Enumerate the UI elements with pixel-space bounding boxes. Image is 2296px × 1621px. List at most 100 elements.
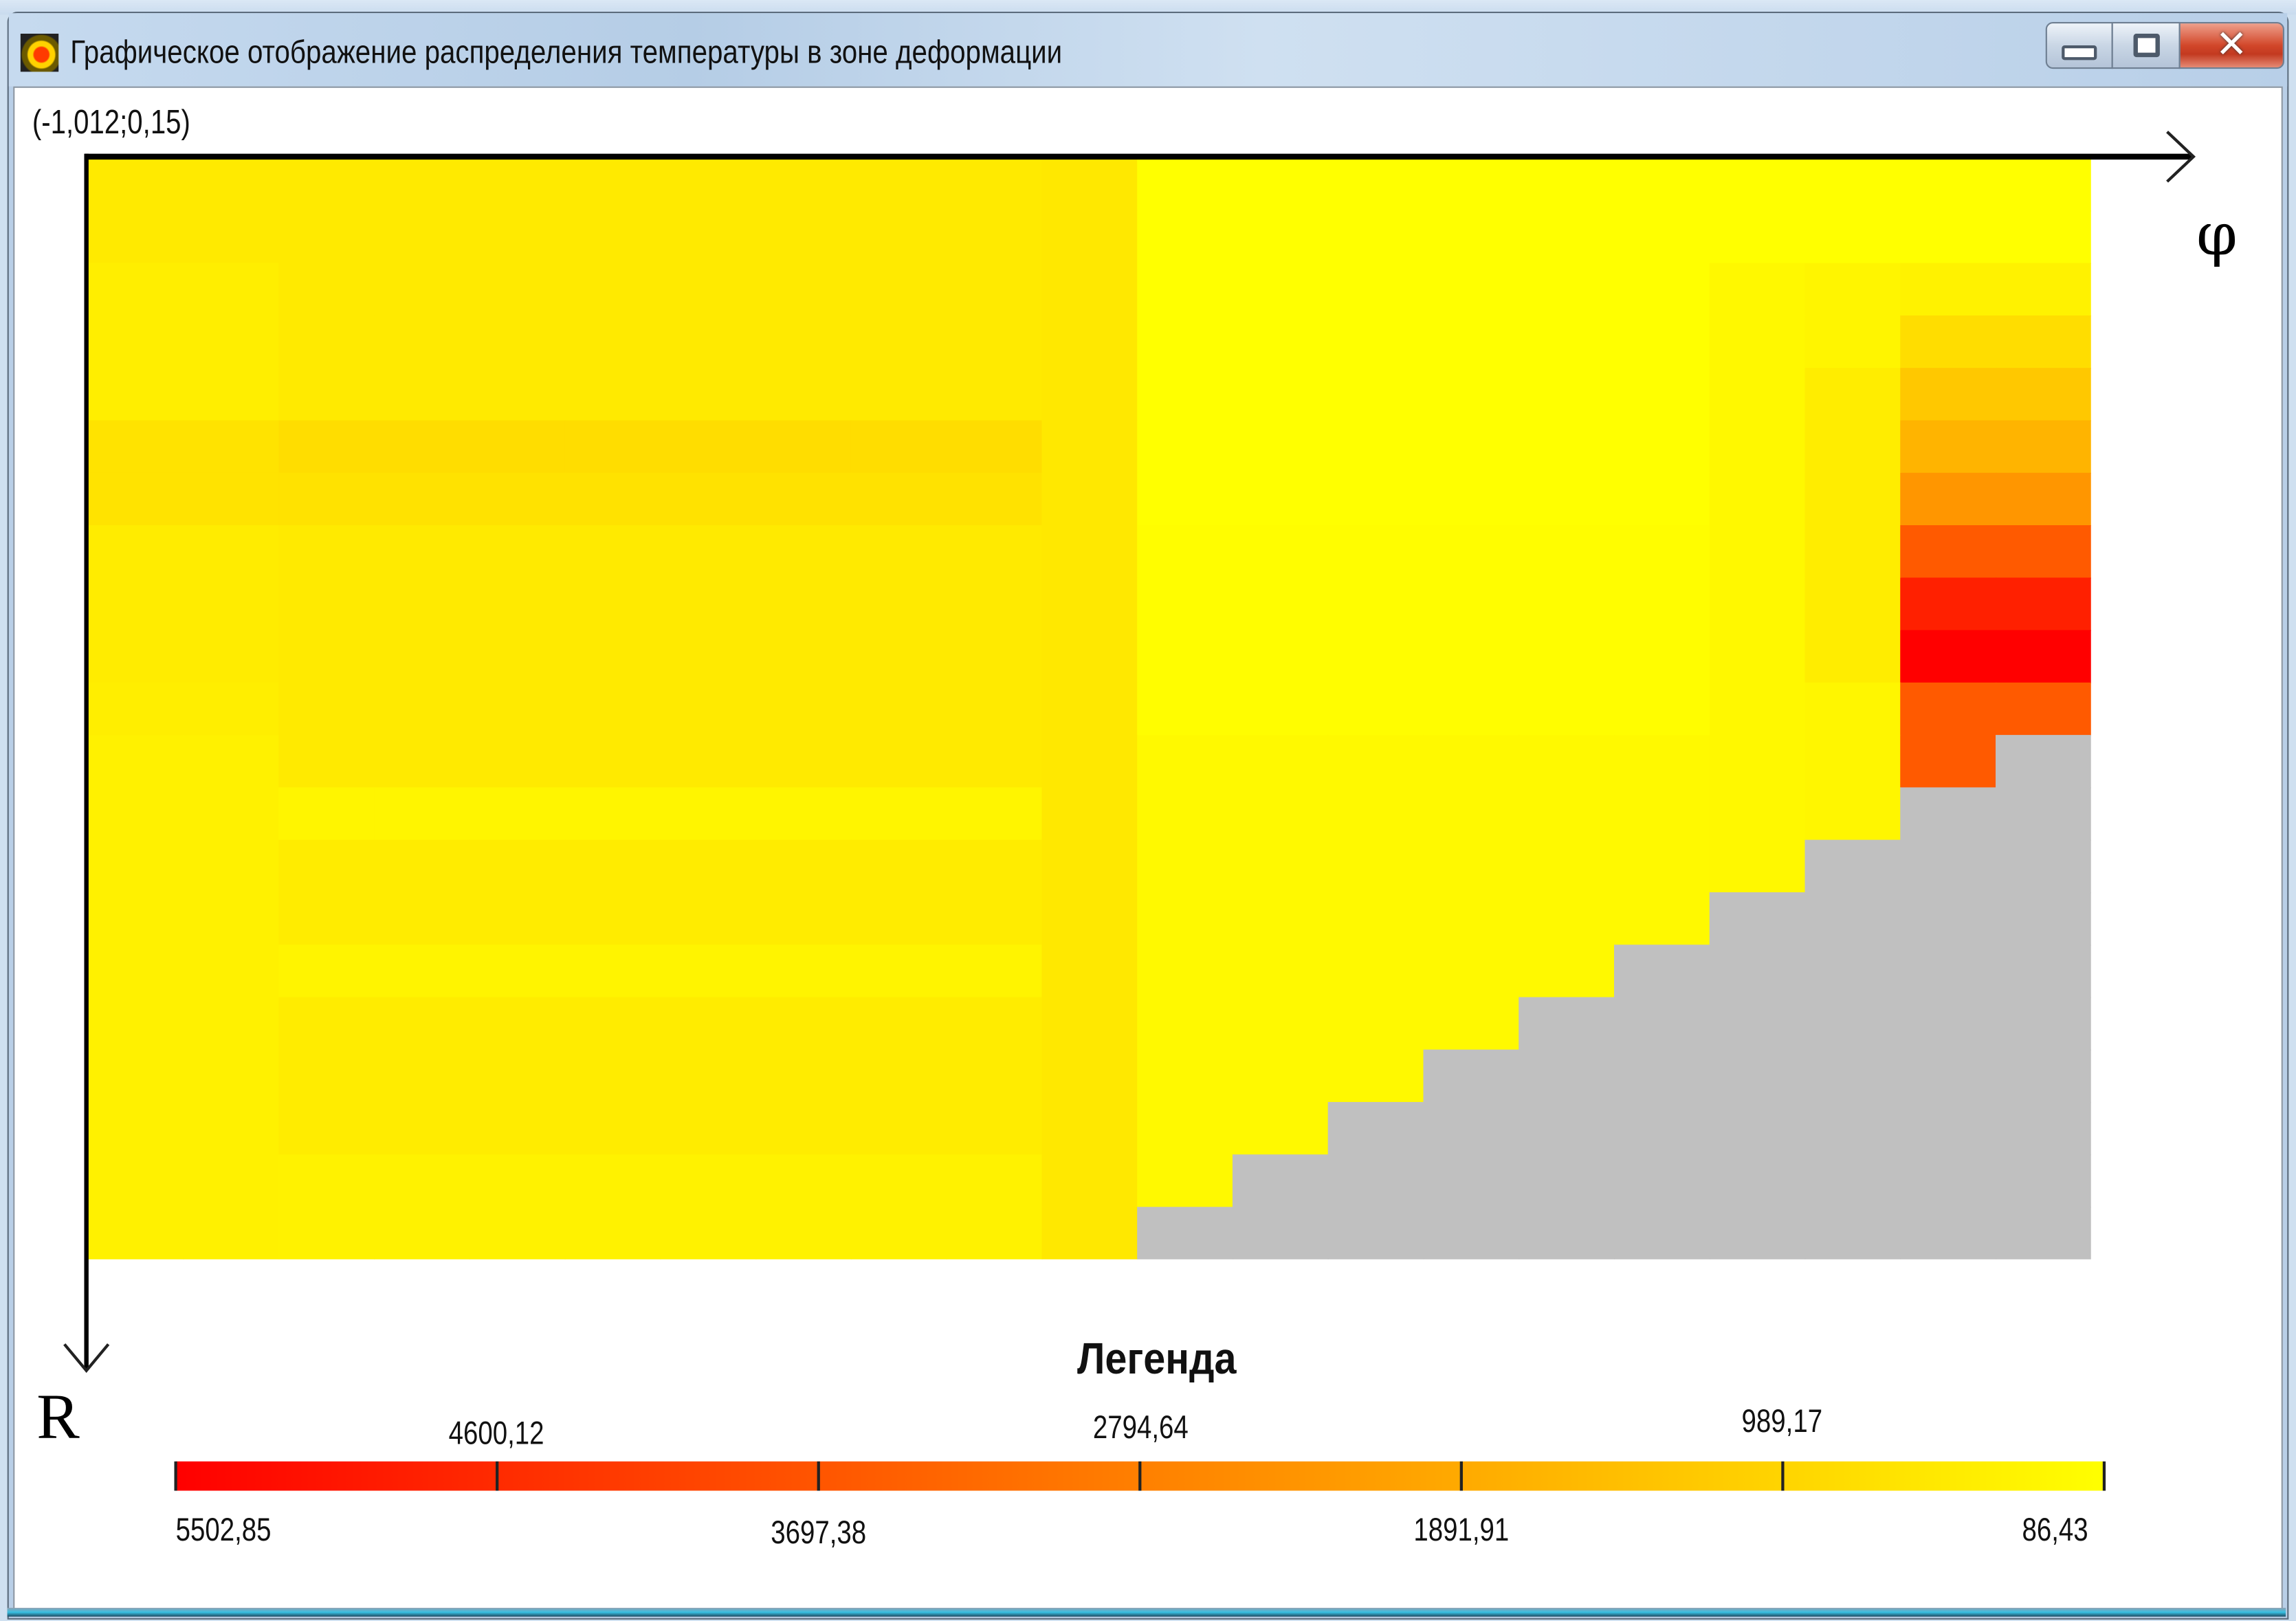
heatmap-cell — [1709, 263, 1806, 317]
heatmap-cell — [1900, 315, 1997, 369]
heatmap-cell — [1804, 787, 1901, 841]
heatmap-cell — [1900, 158, 1997, 212]
heatmap-cell — [660, 315, 757, 369]
heatmap-cell — [1613, 420, 1711, 474]
heatmap-cell — [1041, 1102, 1138, 1156]
heatmap-cell — [1519, 630, 1615, 684]
heatmap-cell — [660, 577, 757, 631]
heatmap-cell — [469, 420, 566, 474]
heatmap-cell — [1041, 787, 1138, 841]
heatmap-cell — [1232, 210, 1329, 264]
heatmap-cell — [850, 997, 947, 1051]
heatmap-cell — [946, 368, 1043, 421]
heatmap-cell-empty — [1709, 997, 1806, 1051]
heatmap-cell — [946, 1102, 1043, 1156]
heatmap-cell — [946, 787, 1043, 841]
heatmap-cell — [1423, 735, 1520, 789]
heatmap-cell — [1041, 839, 1138, 894]
heatmap-cell — [1996, 420, 2091, 474]
heatmap-cell — [374, 263, 471, 317]
heatmap-cell — [850, 945, 947, 998]
heatmap-cell — [278, 1049, 375, 1103]
heatmap-cell — [278, 472, 375, 527]
legend-title: Легенда — [1077, 1335, 1237, 1384]
heatmap-cell — [469, 368, 566, 421]
heatmap-cell — [1327, 472, 1424, 527]
heatmap-cell — [1137, 158, 1234, 212]
heatmap-cell — [1137, 420, 1234, 474]
heatmap-cell — [183, 787, 280, 841]
heatmap-cell-empty — [1900, 1102, 1997, 1156]
heatmap-cell-empty — [1804, 839, 1901, 894]
heatmap-cell — [755, 735, 852, 789]
heatmap-cell — [1232, 630, 1329, 684]
heatmap-cell — [564, 577, 661, 631]
heatmap-cell-empty — [1613, 1154, 1711, 1208]
heatmap-cell-empty — [1232, 1206, 1329, 1259]
heatmap-cell — [1804, 577, 1901, 631]
heatmap-cell — [1232, 525, 1329, 579]
heatmap-cell — [1137, 577, 1234, 631]
heatmap-cell — [1327, 577, 1424, 631]
heatmap-cell — [1613, 158, 1711, 212]
heatmap-cell — [564, 368, 661, 421]
heatmap-cell — [278, 210, 375, 264]
minimize-button[interactable] — [2045, 21, 2113, 69]
heatmap-cell — [1900, 735, 1997, 789]
heatmap-cell — [183, 315, 280, 369]
heatmap-cell — [660, 420, 757, 474]
heatmap-cell — [469, 158, 566, 212]
heatmap-cell — [850, 1102, 947, 1156]
heatmap-cell — [1423, 997, 1520, 1051]
heatmap-cell — [1232, 368, 1329, 421]
heatmap-cell — [1709, 525, 1806, 579]
heatmap-cell — [1613, 577, 1711, 631]
heatmap-cell — [755, 525, 852, 579]
title-bar[interactable]: Графическое отображение распределения те… — [8, 13, 2288, 87]
heatmap-cell — [1519, 315, 1615, 369]
heatmap-cell — [1804, 682, 1901, 736]
heatmap-cell — [374, 997, 471, 1051]
heatmap-cell — [1423, 892, 1520, 946]
heatmap-cell — [278, 997, 375, 1051]
heatmap-cell — [1900, 210, 1997, 264]
heatmap-cell — [1804, 630, 1901, 684]
heatmap-cell — [1041, 735, 1138, 789]
maximize-button[interactable] — [2111, 21, 2181, 69]
heatmap-cell — [1041, 368, 1138, 421]
heatmap-cell — [374, 1102, 471, 1156]
heatmap-cell — [564, 263, 661, 317]
heatmap-cell — [755, 577, 852, 631]
heatmap-cell-empty — [1423, 1154, 1520, 1208]
heatmap-cell-empty — [1519, 1049, 1615, 1103]
close-button[interactable]: ✕ — [2178, 21, 2284, 69]
heatmap-cell — [1232, 1049, 1329, 1103]
heatmap-cell — [755, 630, 852, 684]
heatmap-cell — [1804, 210, 1901, 264]
heatmap-cell — [1423, 315, 1520, 369]
heatmap-cell — [1519, 787, 1615, 841]
heatmap-cell — [1519, 892, 1615, 946]
heatmap-cell — [183, 1154, 280, 1208]
heatmap-cell — [755, 368, 852, 421]
heatmap-cell — [755, 263, 852, 317]
heatmap-cell — [1900, 472, 1997, 527]
heatmap-cell — [374, 1206, 471, 1259]
heatmap-cell — [755, 839, 852, 894]
heatmap-cell — [278, 525, 375, 579]
heatmap-cell — [1137, 1049, 1234, 1103]
heatmap-cell — [1137, 525, 1234, 579]
heatmap-cell — [87, 839, 184, 894]
heatmap-cell — [469, 1154, 566, 1208]
heatmap-cell — [1613, 735, 1711, 789]
heatmap-cell — [564, 1206, 661, 1259]
heatmap-cell-empty — [1327, 1154, 1424, 1208]
heatmap-cell — [1137, 997, 1234, 1051]
heatmap-cell — [1041, 525, 1138, 579]
heatmap-cell — [469, 315, 566, 369]
heatmap-cell — [469, 892, 566, 946]
heatmap-cell — [850, 1154, 947, 1208]
heatmap-cell — [1996, 368, 2091, 421]
heatmap-cell — [87, 735, 184, 789]
heatmap-cell — [183, 735, 280, 789]
